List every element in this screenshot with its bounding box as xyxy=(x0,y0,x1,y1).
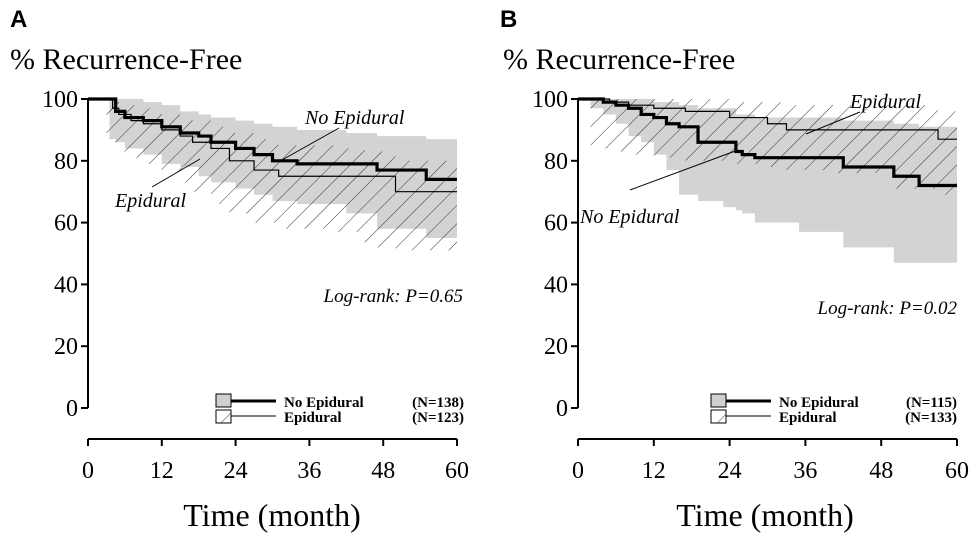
panel-b-y-tick-label: 100 xyxy=(532,87,568,113)
panel-a-x-tick-label: 12 xyxy=(150,458,174,484)
panel-b-legend-epidural: Epidural (N=133) xyxy=(710,409,957,426)
panel-a-no-epidural-label: No Epidural xyxy=(281,107,405,161)
panel-b-x-tick-label: 36 xyxy=(793,458,817,484)
panel-a-letter: A xyxy=(10,6,27,33)
panel-a-logrank-annotation: Log-rank: P=0.65 xyxy=(323,286,463,307)
panel-a-y-tick-label: 60 xyxy=(54,211,78,237)
svg-text:(N=123): (N=123) xyxy=(412,410,464,426)
panel-b-no-epidural-label: No Epidural xyxy=(579,149,739,228)
svg-text:No Epidural: No Epidural xyxy=(304,107,405,129)
panel-b-logrank-annotation: Log-rank: P=0.02 xyxy=(817,298,958,319)
panel-b-epidural-label: Epidural xyxy=(805,91,922,135)
panel-b-legend: No Epidural (N=115) Epidural (N=133) xyxy=(710,393,957,426)
svg-text:Epidural: Epidural xyxy=(779,410,837,426)
panel-a-y-tick-label: 20 xyxy=(54,334,78,360)
panel-a-legend-epidural: Epidural (N=123) xyxy=(215,409,464,426)
svg-text:Epidural: Epidural xyxy=(284,410,342,426)
svg-text:(N=138): (N=138) xyxy=(412,395,464,411)
panel-b-x-tick-label: 60 xyxy=(945,458,969,484)
panel-b-letter: B xyxy=(500,6,517,33)
panel-a-epidural-label: Epidural xyxy=(114,158,201,212)
panel-b-y-tick-label: 60 xyxy=(544,211,568,237)
svg-text:No Epidural: No Epidural xyxy=(779,395,859,411)
panel-a-epidural-ci-band xyxy=(88,99,457,251)
svg-text:Epidural: Epidural xyxy=(849,91,922,113)
panel-b-y-tick-label: 80 xyxy=(544,149,568,175)
panel-a-plot: 0 20 40 60 80 100 0 12 24 36 48 60 xyxy=(42,87,469,484)
svg-text:Epidural: Epidural xyxy=(114,190,187,212)
panel-a-y-tick-label: 0 xyxy=(66,396,78,422)
panel-b-x-tick-label: 48 xyxy=(869,458,893,484)
panel-b-x-tick-label: 24 xyxy=(718,458,742,484)
panel-a-title: % Recurrence-Free xyxy=(10,43,242,76)
panel-b-no-epidural-curve xyxy=(578,97,957,188)
svg-text:(N=133): (N=133) xyxy=(905,410,957,426)
panel-b-y-tick-label: 20 xyxy=(544,334,568,360)
panel-a-y-tick-label: 100 xyxy=(42,87,78,113)
svg-text:(N=115): (N=115) xyxy=(906,395,957,411)
panel-a-y-tick-label: 40 xyxy=(54,272,78,298)
svg-text:No Epidural: No Epidural xyxy=(579,206,680,228)
panel-a-x-tick-label: 48 xyxy=(371,458,395,484)
panel-b-y-tick-label: 0 xyxy=(556,396,568,422)
panel-a-legend: No Epidural (N=138) Epidural (N=123) xyxy=(215,393,464,426)
panel-a-x-tick-label: 0 xyxy=(82,458,94,484)
panel-a-y-tick-label: 80 xyxy=(54,149,78,175)
panel-b-y-tick-label: 40 xyxy=(544,272,568,298)
panel-a-no-epidural-curve xyxy=(88,97,457,181)
panel-b-x-axis-label: Time (month) xyxy=(676,497,854,533)
panel-b-x-tick-label: 0 xyxy=(572,458,584,484)
panel-a-x-tick-label: 60 xyxy=(445,458,469,484)
svg-text:No Epidural: No Epidural xyxy=(284,395,364,411)
panel-a-x-axis-label: Time (month) xyxy=(183,497,361,533)
panel-b-legend-no-epidural: No Epidural (N=115) xyxy=(710,393,957,411)
panel-b-plot: 0 20 40 60 80 100 0 12 24 36 48 60 xyxy=(532,87,969,484)
panel-b-title: % Recurrence-Free xyxy=(503,43,735,76)
panel-a-legend-no-epidural: No Epidural (N=138) xyxy=(215,393,464,411)
panel-a-x-tick-label: 24 xyxy=(224,458,248,484)
panel-b-x-tick-label: 12 xyxy=(642,458,666,484)
panel-a-x-tick-label: 36 xyxy=(297,458,321,484)
